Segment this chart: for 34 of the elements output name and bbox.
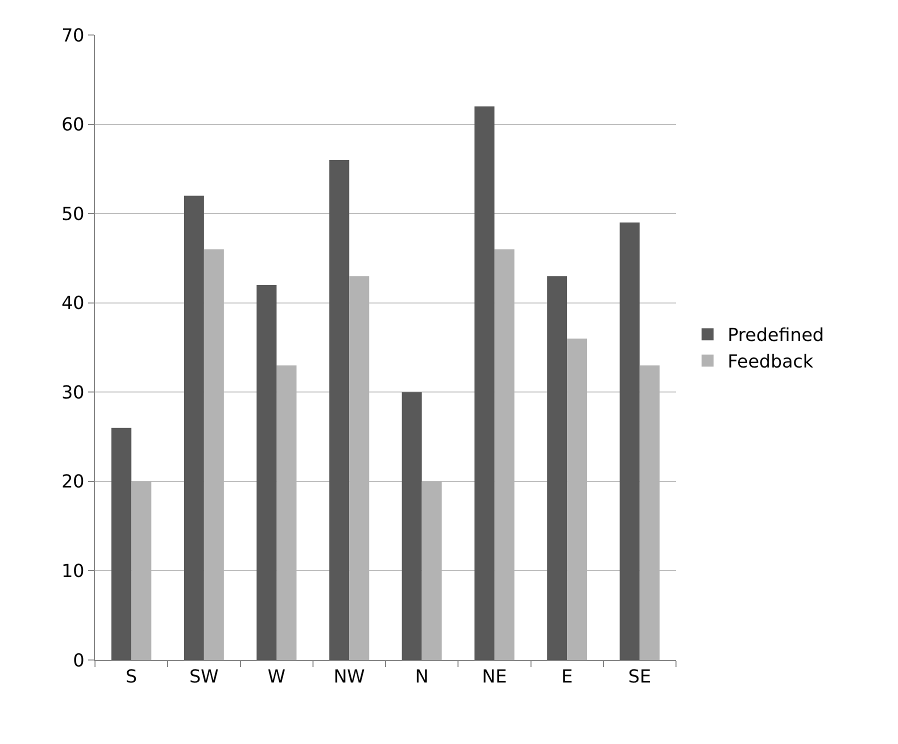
bar xyxy=(474,106,494,660)
x-tick-label: S xyxy=(126,666,138,688)
y-tick-label: 70 xyxy=(61,25,84,46)
x-tick-label: SW xyxy=(189,666,219,688)
legend-label: Feedback xyxy=(728,352,814,373)
bar xyxy=(620,222,640,660)
bar xyxy=(329,160,350,660)
x-tick-label: NW xyxy=(334,666,366,688)
x-tick-label: N xyxy=(415,666,429,688)
bar xyxy=(547,276,568,660)
y-tick-label: 30 xyxy=(61,382,84,404)
y-tick-label: 0 xyxy=(72,650,84,672)
bar xyxy=(567,338,588,660)
x-tick-label: SE xyxy=(628,666,652,688)
bar xyxy=(402,392,422,660)
x-tick-label: NE xyxy=(482,666,507,688)
bar xyxy=(640,365,660,660)
y-tick-label: 60 xyxy=(61,114,84,136)
bar xyxy=(276,365,297,660)
y-tick-label: 20 xyxy=(61,472,84,493)
bar xyxy=(422,481,442,660)
bar xyxy=(204,249,224,660)
y-tick-label: 50 xyxy=(61,204,84,225)
bar xyxy=(184,196,204,660)
x-tick-label: E xyxy=(561,666,573,688)
y-tick-label: 10 xyxy=(61,561,84,582)
bar xyxy=(111,428,132,660)
bar xyxy=(349,276,370,660)
y-tick-label: 40 xyxy=(61,293,84,314)
bar xyxy=(494,249,514,660)
bar xyxy=(131,481,152,660)
x-tick-label: W xyxy=(268,666,286,688)
legend-label: Predefined xyxy=(728,325,824,346)
bar xyxy=(256,285,277,660)
